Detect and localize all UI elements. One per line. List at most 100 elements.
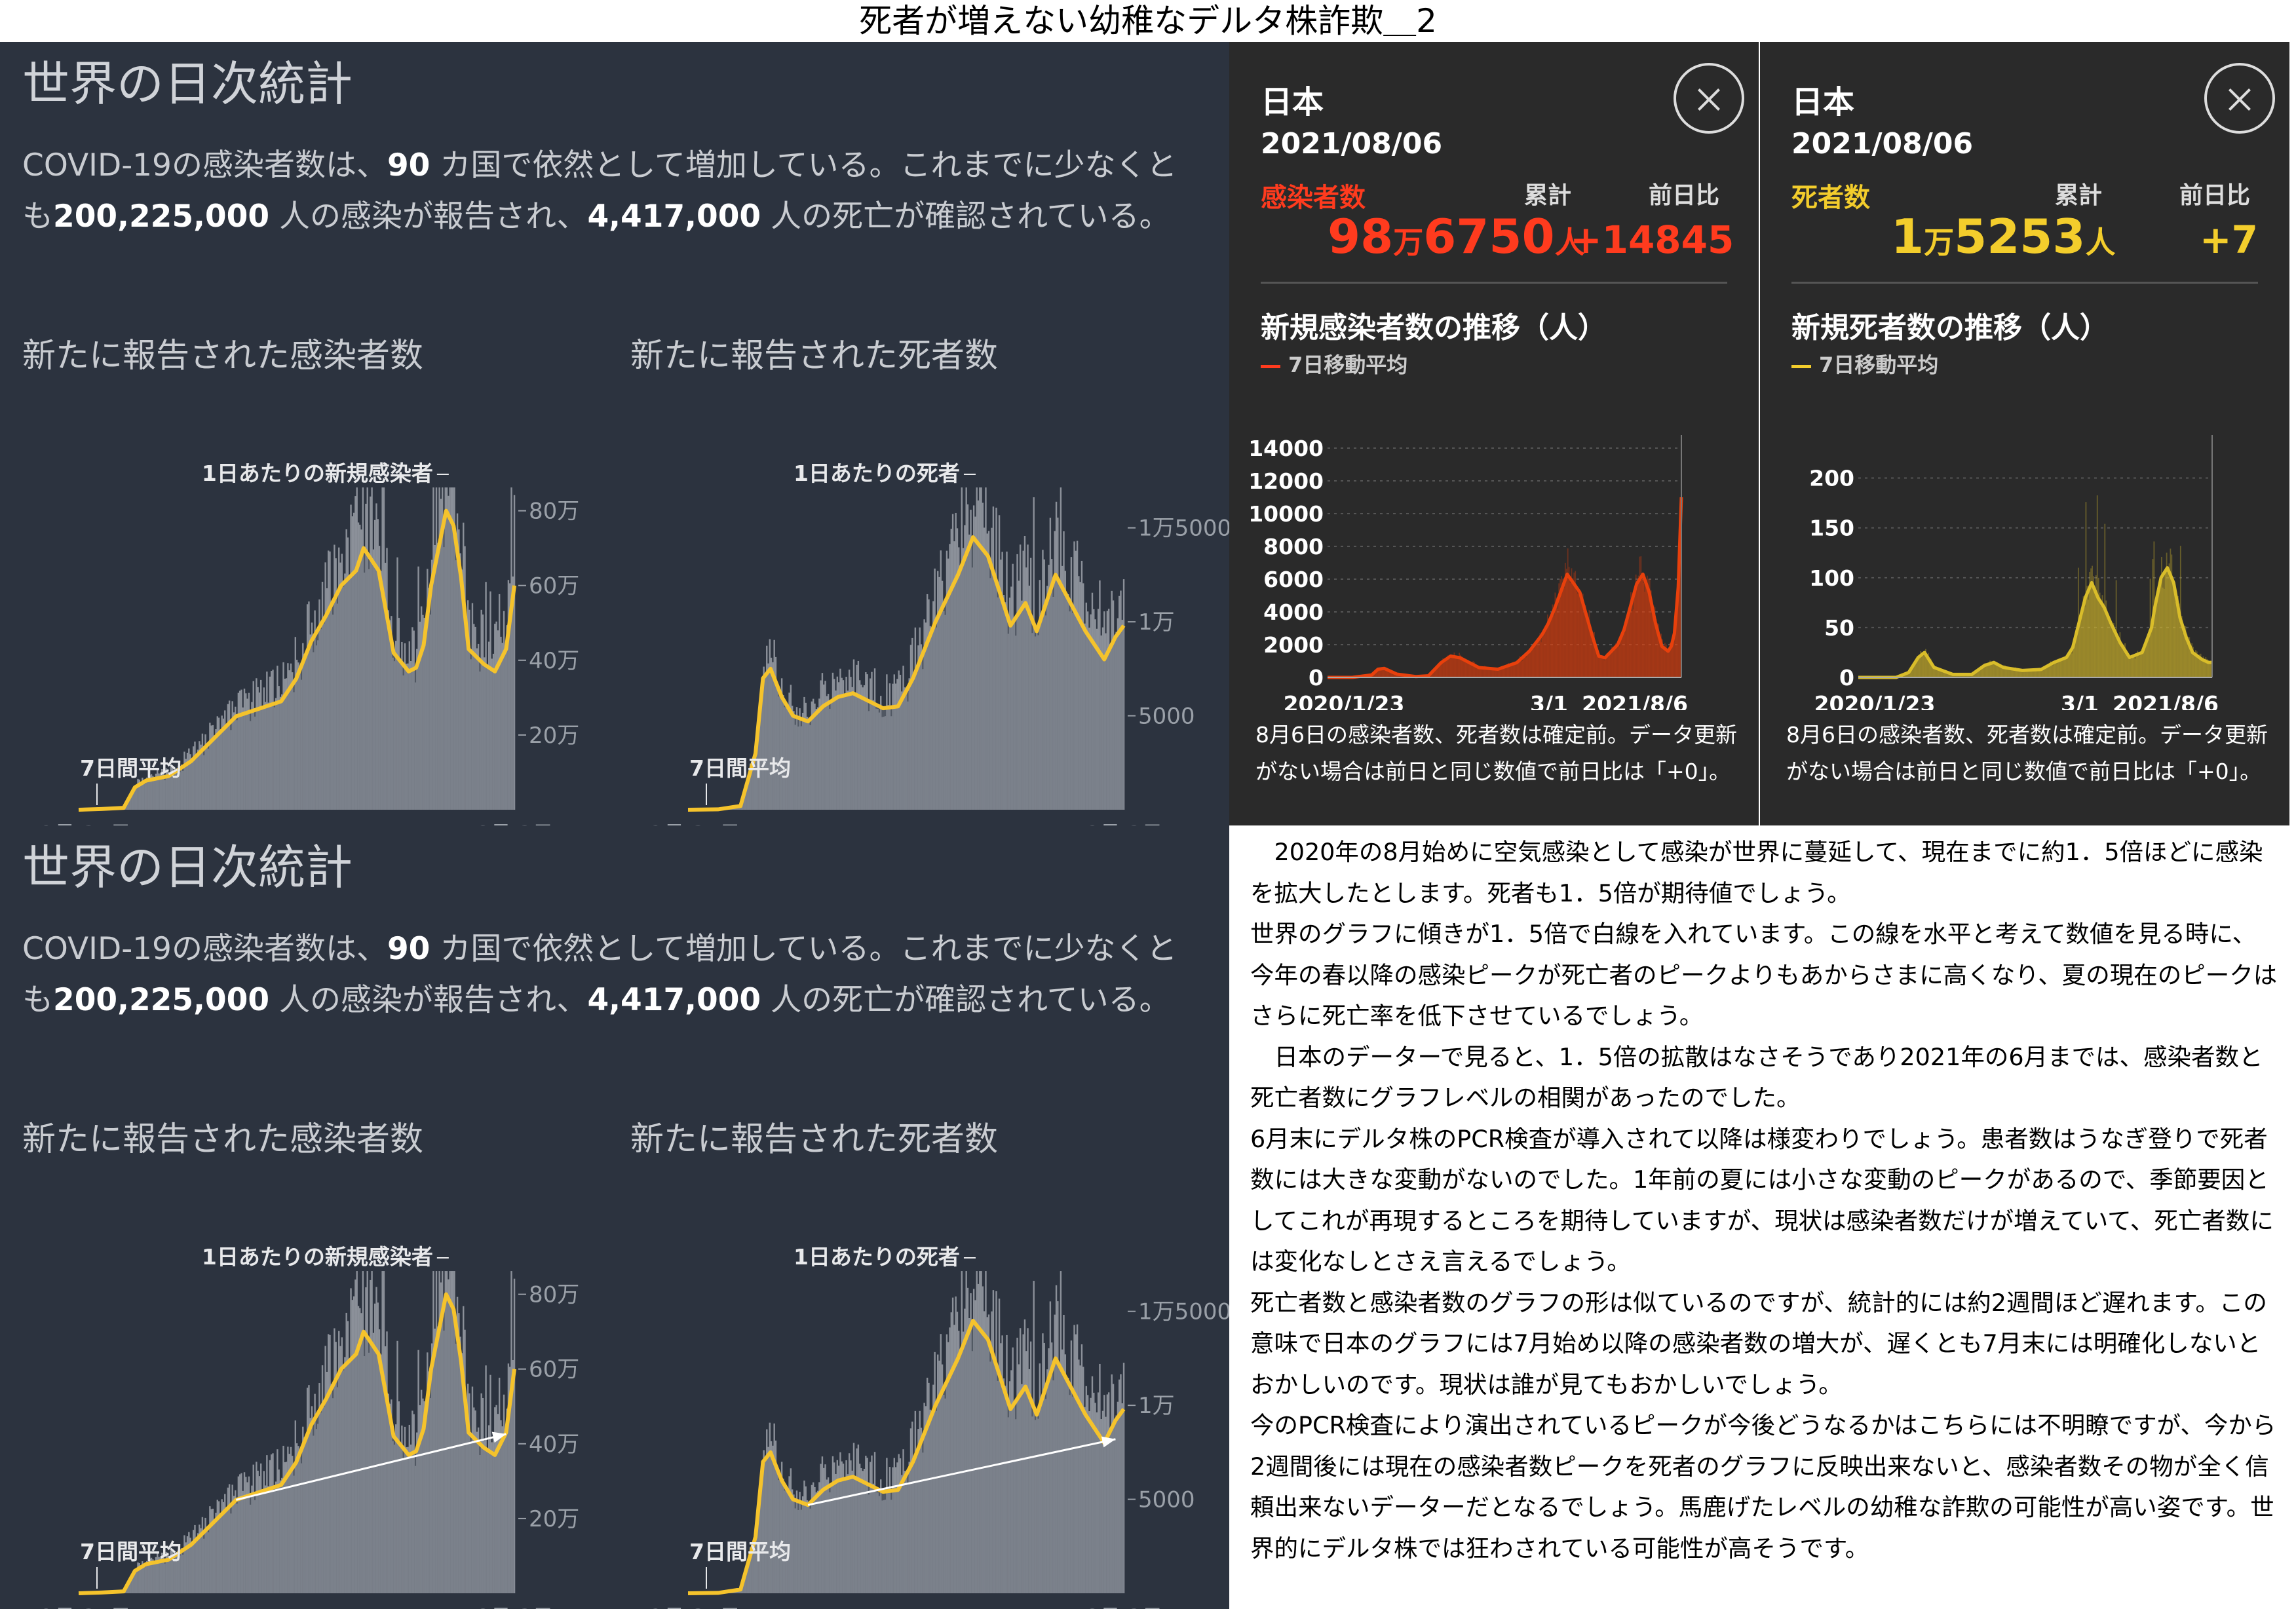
cum-part: 5253 <box>1954 209 2085 264</box>
panel-heading: 世界の日次統計 <box>22 835 353 900</box>
average-area <box>1328 497 1681 677</box>
chart-annotation: 1日あたりの死者 <box>794 1244 960 1270</box>
day-over-day-label: 前日比 <box>2179 176 2250 210</box>
legend-label: 7日間平均 <box>80 1539 182 1564</box>
world-deaths-chart: 50001万1万50001日あたりの死者7日間平均12月 31日8月 3日 <box>609 1192 1229 1609</box>
y-tick-label: 5000 <box>1138 704 1195 730</box>
y-tick-label: 1万 <box>1138 1393 1175 1419</box>
essay-paragraph: 6月末にデルタ株のPCR検査が導入されて以降は様変わりでしょう。患者数はうなぎ登… <box>1250 1119 2279 1283</box>
essay-paragraph: 死亡者数と感染者数のグラフの形は似ているのですが、統計的には約2週間ほど遅れます… <box>1250 1283 2279 1406</box>
y-tick-label: 100 <box>1809 565 1854 591</box>
legend: 7日移動平均 <box>1791 349 1938 379</box>
y-tick-label: 0 <box>1309 665 1324 691</box>
summary-text: COVID-19の感染者数は、 <box>22 931 387 967</box>
essay-paragraph: 世界のグラフに傾きが1．5倍で白線を入れています。この線を水平と考えて数値を見る… <box>1250 914 2279 1037</box>
japan-deaths-panel: 日本 2021/08/06 死者数 累計 前日比 1万5253人 +7 新規死者… <box>1760 42 2289 825</box>
y-tick-label: 12000 <box>1248 468 1324 494</box>
legend-swatch <box>1261 365 1280 368</box>
total-deaths: 4,417,000 <box>587 982 761 1018</box>
cum-unit: 万 <box>1924 225 1954 260</box>
cases-chart-title: 新たに報告された感染者数 <box>22 333 423 379</box>
x-tick-label: 8月 3日 <box>1086 821 1163 825</box>
y-tick-label: 150 <box>1809 516 1854 541</box>
x-tick-label: 2021/8/6 <box>2113 691 2219 710</box>
cumulative-label: 累計 <box>2055 176 2102 210</box>
deaths-chart-title: 新たに報告された死者数 <box>630 1117 998 1163</box>
y-tick-label: 1万 <box>1138 609 1175 635</box>
y-tick-label: 40万 <box>529 648 579 674</box>
y-tick-label: 0 <box>1839 665 1854 691</box>
summary-text: 人の死亡が確認されている。 <box>771 199 1170 235</box>
legend-label: 7日間平均 <box>689 755 791 781</box>
world-stats-panel-annotated: 世界の日次統計 COVID-19の感染者数は、90 カ国で依然として増加している… <box>0 825 1229 1609</box>
x-tick-label: 8月 3日 <box>476 821 554 825</box>
world-cases-chart: 20万40万60万80万1日あたりの新規感染者7日間平均12月 31日8月 3日 <box>0 409 609 825</box>
panel-summary: COVID-19の感染者数は、90 カ国で依然として増加している。これまでに少な… <box>22 140 1189 242</box>
legend-label: 7日移動平均 <box>1819 352 1938 377</box>
legend-label: 7日間平均 <box>80 755 182 781</box>
x-tick-label: 3/1 <box>1530 691 1568 710</box>
day-over-day-value: +7 <box>2127 218 2258 262</box>
y-tick-label: 80万 <box>529 499 579 525</box>
deaths-chart-title: 新たに報告された死者数 <box>630 333 998 379</box>
metric-label: 死者数 <box>1791 176 1870 214</box>
x-tick-label: 12月 31日 <box>26 1604 131 1609</box>
close-icon[interactable] <box>2204 63 2275 134</box>
summary-text: 人の感染が報告され、 <box>279 982 587 1018</box>
footnote: 8月6日の感染者数、死者数は確定前。データ更新がない場合は前日と同じ数値で前日比… <box>1786 717 2271 790</box>
cum-part: 98 <box>1328 209 1393 264</box>
cumulative-value: 98万6750人 <box>1328 209 1585 264</box>
day-over-day-label: 前日比 <box>1649 176 1719 210</box>
japan-cases-chart: 020004000600080001000012000140002020/1/2… <box>1229 383 1759 710</box>
x-tick-label: 12月 31日 <box>636 1604 740 1609</box>
world-cases-chart: 20万40万60万80万1日あたりの新規感染者7日間平均12月 31日8月 3日 <box>0 1192 609 1609</box>
cumulative-label: 累計 <box>1524 176 1571 210</box>
x-tick-label: 12月 31日 <box>26 821 131 825</box>
report-date: 2021/08/06 <box>1791 127 1973 161</box>
summary-text: 人の感染が報告され、 <box>279 199 587 235</box>
essay-paragraph: 日本のデーターで見ると、1．5倍の拡散はなさそうであり2021年の6月までは、感… <box>1250 1037 2279 1119</box>
y-tick-label: 200 <box>1809 466 1854 491</box>
x-tick-label: 12月 31日 <box>636 821 740 825</box>
y-tick-label: 2000 <box>1263 632 1324 658</box>
total-cases: 200,225,000 <box>53 982 269 1018</box>
japan-cases-panel: 日本 2021/08/06 感染者数 累計 前日比 98万6750人 +1484… <box>1229 42 1759 825</box>
trend-title: 新規死者数の推移（人） <box>1791 304 2109 346</box>
chart-annotation: 1日あたりの新規感染者 <box>202 1244 433 1270</box>
essay-text: 2020年の8月始めに空気感染として感染が世界に蔓延して、現在までに約1．5倍ほ… <box>1250 832 2279 1569</box>
country-count: 90 <box>387 147 430 183</box>
y-tick-label: 1万5000 <box>1138 1299 1229 1325</box>
close-icon[interactable] <box>1674 63 1744 134</box>
cum-unit: 人 <box>2086 225 2116 260</box>
world-stats-panel: 世界の日次統計 COVID-19の感染者数は、90 カ国で依然として増加している… <box>0 42 1229 825</box>
y-tick-label: 40万 <box>529 1431 579 1458</box>
country-name: 日本 <box>1261 76 1324 122</box>
panel-summary: COVID-19の感染者数は、90 カ国で依然として増加している。これまでに少な… <box>22 924 1189 1026</box>
y-tick-label: 20万 <box>529 1506 579 1532</box>
cases-chart-title: 新たに報告された感染者数 <box>22 1117 423 1163</box>
world-deaths-chart: 50001万1万50001日あたりの死者7日間平均12月 31日8月 3日 <box>609 409 1229 825</box>
total-deaths: 4,417,000 <box>587 199 761 235</box>
day-over-day-value: +14845 <box>1570 218 1727 262</box>
divider <box>1791 282 2258 284</box>
x-tick-label: 8月 3日 <box>1086 1604 1163 1609</box>
chart-annotation: 1日あたりの死者 <box>794 461 960 486</box>
x-tick-label: 2021/8/6 <box>1582 691 1688 710</box>
essay-paragraph: 今のPCR検査により演出されているピークが今後どうなるかはこちらには不明瞭ですが… <box>1250 1405 2279 1569</box>
page-title: 死者が増えない幼稚なデルタ株詐欺＿2 <box>0 0 2296 42</box>
cum-part: 6750 <box>1423 209 1554 264</box>
y-tick-label: 4000 <box>1263 599 1324 625</box>
legend-label: 7日移動平均 <box>1288 352 1407 377</box>
legend-label: 7日間平均 <box>689 1539 791 1564</box>
legend: 7日移動平均 <box>1261 349 1407 379</box>
y-tick-label: 80万 <box>529 1282 579 1308</box>
y-tick-label: 8000 <box>1263 534 1324 559</box>
trend-title: 新規感染者数の推移（人） <box>1261 304 1607 346</box>
panel-heading: 世界の日次統計 <box>22 51 353 117</box>
cum-part: 1 <box>1891 209 1924 264</box>
summary-text: COVID-19の感染者数は、 <box>22 147 387 183</box>
divider <box>1261 282 1727 284</box>
y-tick-label: 60万 <box>529 1357 579 1383</box>
y-tick-label: 14000 <box>1248 436 1324 461</box>
